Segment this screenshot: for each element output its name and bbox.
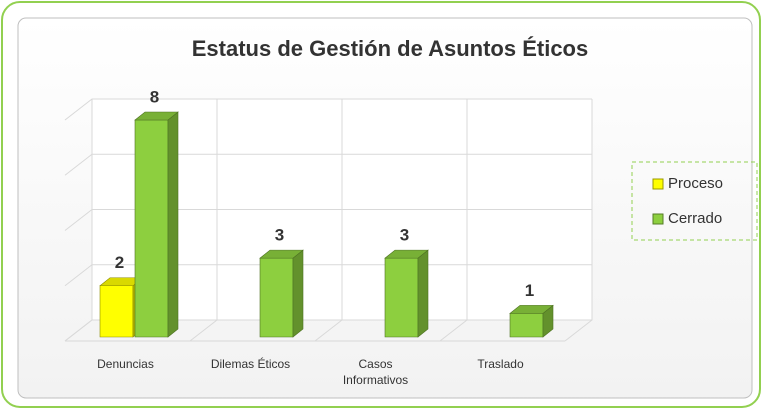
wall-divider	[314, 99, 343, 342]
data-label: 3	[400, 226, 409, 245]
data-label: 1	[525, 281, 534, 300]
legend-swatch	[652, 178, 664, 190]
x-tick-label: Dilemas Éticos	[210, 357, 291, 371]
legend-label: Cerrado	[668, 210, 722, 227]
bar	[259, 249, 304, 338]
legend-label: Proceso	[668, 175, 723, 192]
legend-box	[631, 161, 758, 241]
legend-swatch	[652, 213, 664, 225]
bar	[509, 304, 554, 338]
wall-divider	[189, 99, 218, 342]
data-label: 8	[150, 87, 159, 106]
data-label: 2	[115, 253, 124, 272]
wall-divider	[439, 99, 468, 342]
bar	[134, 111, 179, 338]
bar	[384, 249, 429, 338]
x-tick-label: Casos Informativos	[342, 357, 409, 387]
x-tick-label: Traslado	[477, 357, 524, 371]
x-tick-label: Denuncias	[97, 357, 154, 371]
wall-divider	[564, 99, 593, 342]
data-label: 3	[275, 226, 284, 245]
chart-title: Estatus de Gestión de Asuntos Éticos	[192, 36, 588, 61]
